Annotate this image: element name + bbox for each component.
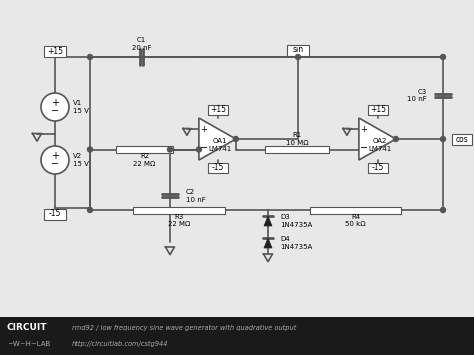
FancyBboxPatch shape <box>368 105 388 115</box>
FancyBboxPatch shape <box>368 163 388 173</box>
Text: C1
20 nF: C1 20 nF <box>132 37 151 51</box>
Polygon shape <box>264 216 272 226</box>
Circle shape <box>233 137 238 142</box>
Text: V2
15 V: V2 15 V <box>73 153 89 167</box>
Text: +: + <box>51 98 59 108</box>
FancyBboxPatch shape <box>287 44 309 55</box>
Circle shape <box>41 93 69 121</box>
Text: R4
50 kΩ: R4 50 kΩ <box>345 214 366 227</box>
Text: D4
1N4735A: D4 1N4735A <box>280 236 312 250</box>
Circle shape <box>440 208 446 213</box>
Text: R1
10 MΩ: R1 10 MΩ <box>286 132 309 146</box>
Text: C2
10 nF: C2 10 nF <box>186 189 206 202</box>
Text: R2
22 MΩ: R2 22 MΩ <box>133 153 155 167</box>
Text: OA1
LM741: OA1 LM741 <box>209 138 232 152</box>
Circle shape <box>295 55 301 60</box>
Bar <box>310 207 401 213</box>
Bar <box>116 146 173 153</box>
Text: +: + <box>51 151 59 160</box>
Text: +15: +15 <box>47 47 63 55</box>
Text: -15: -15 <box>49 209 61 218</box>
FancyBboxPatch shape <box>44 208 66 219</box>
Text: C3
10 nF: C3 10 nF <box>407 89 427 102</box>
FancyBboxPatch shape <box>208 163 228 173</box>
Text: R3
22 MΩ: R3 22 MΩ <box>168 214 190 227</box>
Text: -15: -15 <box>372 164 384 173</box>
Text: rmd92 / low frequency sine wave generator with quadrative output: rmd92 / low frequency sine wave generato… <box>72 324 296 331</box>
Text: CIRCUIT: CIRCUIT <box>7 323 47 332</box>
Text: -15: -15 <box>212 164 224 173</box>
Bar <box>265 146 329 153</box>
Text: D3
1N4735A: D3 1N4735A <box>280 214 312 228</box>
Text: http://circuitlab.com/cstg944: http://circuitlab.com/cstg944 <box>72 341 168 348</box>
Polygon shape <box>199 118 236 160</box>
Polygon shape <box>359 118 396 160</box>
Circle shape <box>41 146 69 174</box>
Circle shape <box>167 147 173 152</box>
FancyBboxPatch shape <box>208 105 228 115</box>
Circle shape <box>393 137 398 142</box>
Polygon shape <box>264 238 272 248</box>
Text: −: − <box>360 143 368 153</box>
Text: +: + <box>360 125 367 134</box>
Text: −: − <box>200 143 208 153</box>
Bar <box>0 317 474 355</box>
Bar <box>133 207 225 213</box>
Text: +15: +15 <box>210 105 226 115</box>
Text: +15: +15 <box>370 105 386 115</box>
Text: cos: cos <box>456 135 468 143</box>
Text: V1
15 V: V1 15 V <box>73 100 89 114</box>
Text: −: − <box>51 159 59 169</box>
FancyBboxPatch shape <box>44 45 66 56</box>
Text: sin: sin <box>292 45 303 55</box>
Circle shape <box>88 55 92 60</box>
FancyBboxPatch shape <box>452 133 472 144</box>
Circle shape <box>88 147 92 152</box>
Text: ~W~H~LAB: ~W~H~LAB <box>7 342 50 347</box>
Circle shape <box>88 208 92 213</box>
Circle shape <box>440 137 446 142</box>
Text: +: + <box>201 125 207 134</box>
Text: −: − <box>51 106 59 116</box>
Text: OA2
LM741: OA2 LM741 <box>368 138 392 152</box>
Circle shape <box>196 147 201 152</box>
Circle shape <box>440 55 446 60</box>
